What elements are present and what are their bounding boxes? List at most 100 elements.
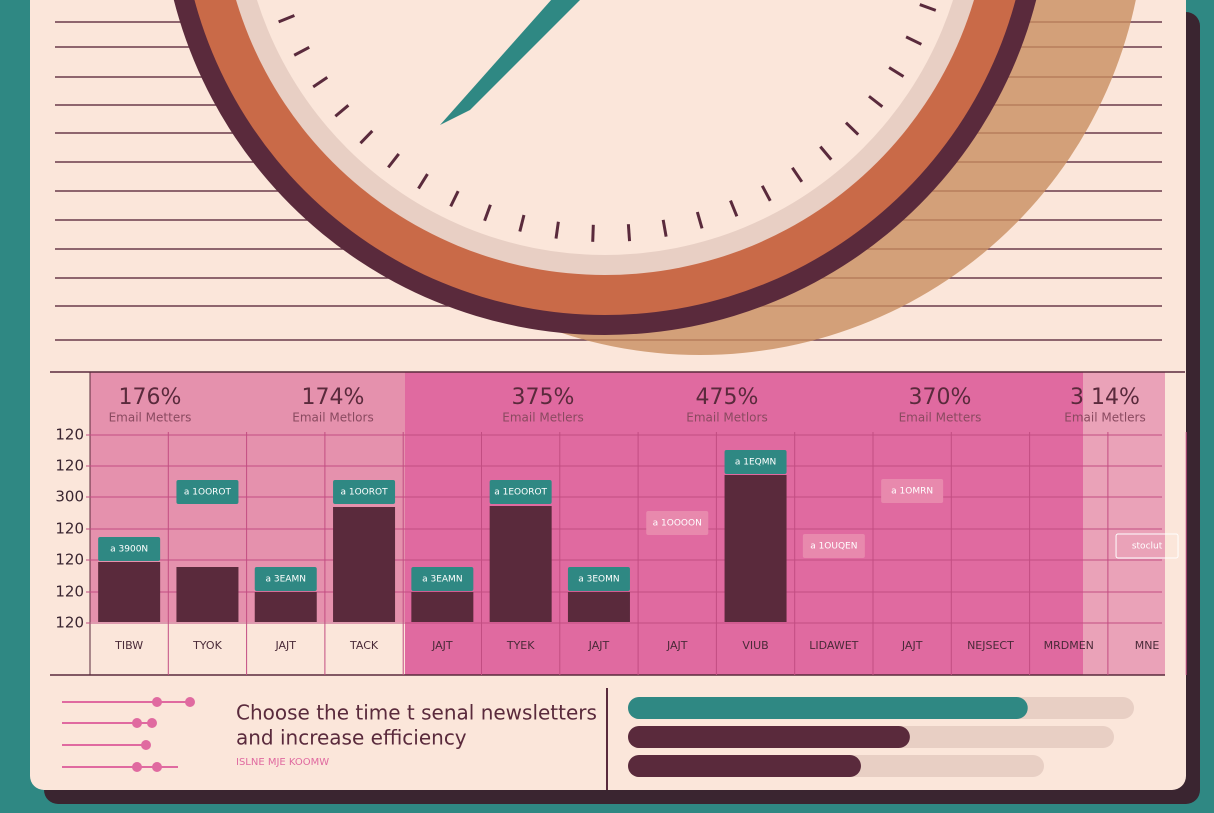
bar-tag — [489, 480, 552, 504]
clock-minor-tick — [417, 173, 429, 190]
x-tick-label: LIDAWET — [809, 639, 858, 652]
bar-tag — [881, 479, 944, 503]
stat-value: 475% — [696, 385, 759, 410]
chart-panel-right — [1083, 372, 1165, 675]
stat-value: 375% — [512, 385, 575, 410]
clock-minor-tick — [729, 200, 739, 217]
bar-tag — [1115, 533, 1179, 559]
bar — [254, 592, 317, 622]
stat-value: 370% — [909, 385, 972, 410]
x-tick-label: TACK — [349, 639, 379, 652]
bar-tag-label: a 1EOOROT — [494, 488, 547, 498]
clock-minor-tick — [626, 224, 632, 242]
stat-value: 3 14% — [1070, 385, 1140, 410]
clock-minor-tick — [905, 35, 923, 46]
bar — [333, 507, 396, 622]
x-tick-label: NEJSECT — [967, 639, 1014, 652]
clock-minor-tick — [695, 211, 704, 229]
y-axis-label: 300 — [55, 488, 84, 506]
stat-value: 176% — [119, 385, 182, 410]
clock-minor-tick — [278, 14, 295, 24]
bar — [567, 592, 630, 622]
x-tick-label: TYOK — [192, 639, 222, 652]
bar-tag — [724, 450, 787, 474]
bar-tag-label: stoclut — [1132, 542, 1163, 552]
x-tick-label: VIUB — [742, 639, 768, 652]
x-label-band — [90, 622, 405, 675]
clock-minor-tick — [312, 76, 329, 89]
x-tick-label: TYEK — [506, 639, 535, 652]
clock-minor-tick — [791, 166, 804, 183]
bar-tag — [411, 567, 474, 591]
x-tick-label: MNE — [1135, 639, 1160, 652]
y-axis-label: 120 — [55, 614, 84, 632]
x-tick-label: JAJT — [588, 639, 610, 652]
bar — [489, 506, 552, 622]
bar — [724, 475, 787, 622]
bar — [176, 567, 239, 622]
bar-tag-label: a 3EAMN — [422, 575, 462, 585]
clock-minor-tick — [387, 153, 400, 169]
stat-label: Email Metters — [109, 411, 192, 425]
caption-title: Choose the time t senal newsletters — [236, 701, 597, 725]
stat-label: Email Metlers — [502, 411, 583, 425]
stat-label: Email Metlors — [292, 411, 373, 425]
slider-icons — [62, 697, 195, 772]
stat-label: Email Metlers — [1064, 411, 1145, 425]
clock-ticks — [278, 3, 937, 242]
bar-tag-label: a 1OOROT — [184, 488, 232, 498]
x-tick-label: JAJT — [901, 639, 923, 652]
clock-minor-tick — [591, 224, 595, 242]
caption-subtitle: ISLNE MJE KOOMW — [236, 757, 329, 768]
x-tick-label: JAJT — [431, 639, 453, 652]
clock-minor-tick — [760, 185, 772, 202]
x-tick-label: TIBW — [114, 639, 143, 652]
clock-minor-tick — [449, 190, 460, 208]
bar-tag-label: a 3EAMN — [266, 575, 306, 585]
bar-tag-label: a 1OOROT — [340, 488, 388, 498]
progress-fill — [628, 755, 861, 777]
bar-tag — [567, 567, 630, 591]
clock-hand — [440, 0, 580, 125]
progress-fill — [628, 697, 1028, 719]
clock-minor-tick — [819, 145, 833, 161]
bar — [98, 562, 161, 622]
progress-fill — [628, 726, 910, 748]
clock-minor-tick — [483, 204, 492, 222]
x-tick-label: JAJT — [666, 639, 688, 652]
bar-tag-label: a 3900N — [110, 545, 148, 555]
bar — [411, 592, 474, 622]
bar-tag — [646, 511, 709, 535]
y-axis-label: 120 — [55, 551, 84, 569]
bar-tag-label: a 1OOOON — [653, 519, 702, 529]
bar-tag — [98, 537, 161, 561]
bar-tag — [333, 480, 396, 504]
bar-tag-label: a 1OMRN — [891, 487, 933, 497]
stat-label: Email Metters — [899, 411, 982, 425]
bar-tag — [254, 567, 317, 591]
clock-minor-tick — [554, 221, 560, 239]
bar-tag — [802, 534, 865, 558]
y-axis-label: 120 — [55, 520, 84, 538]
caption-title: and increase efficiency — [236, 726, 467, 750]
y-axis-label: 120 — [55, 457, 84, 475]
bar-tag — [176, 480, 239, 504]
clock-minor-tick — [661, 219, 668, 237]
clock-minor-tick — [844, 121, 860, 136]
clock-minor-tick — [919, 3, 937, 12]
x-tick-label: JAJT — [274, 639, 296, 652]
bar-tag-label: a 1EQMN — [735, 458, 776, 468]
y-axis-label: 120 — [55, 583, 84, 601]
clock-minor-tick — [334, 104, 350, 118]
progress-bars — [628, 697, 1134, 777]
clock-face — [257, 0, 953, 255]
y-axis-label: 120 — [55, 426, 84, 444]
clock-minor-tick — [868, 95, 884, 108]
clock-minor-tick — [359, 129, 374, 145]
bar-tag-label: a 3EOMN — [578, 575, 619, 585]
clock-minor-tick — [518, 214, 526, 232]
clock-minor-tick — [293, 45, 310, 57]
x-tick-label: MRDMEN — [1044, 639, 1094, 652]
